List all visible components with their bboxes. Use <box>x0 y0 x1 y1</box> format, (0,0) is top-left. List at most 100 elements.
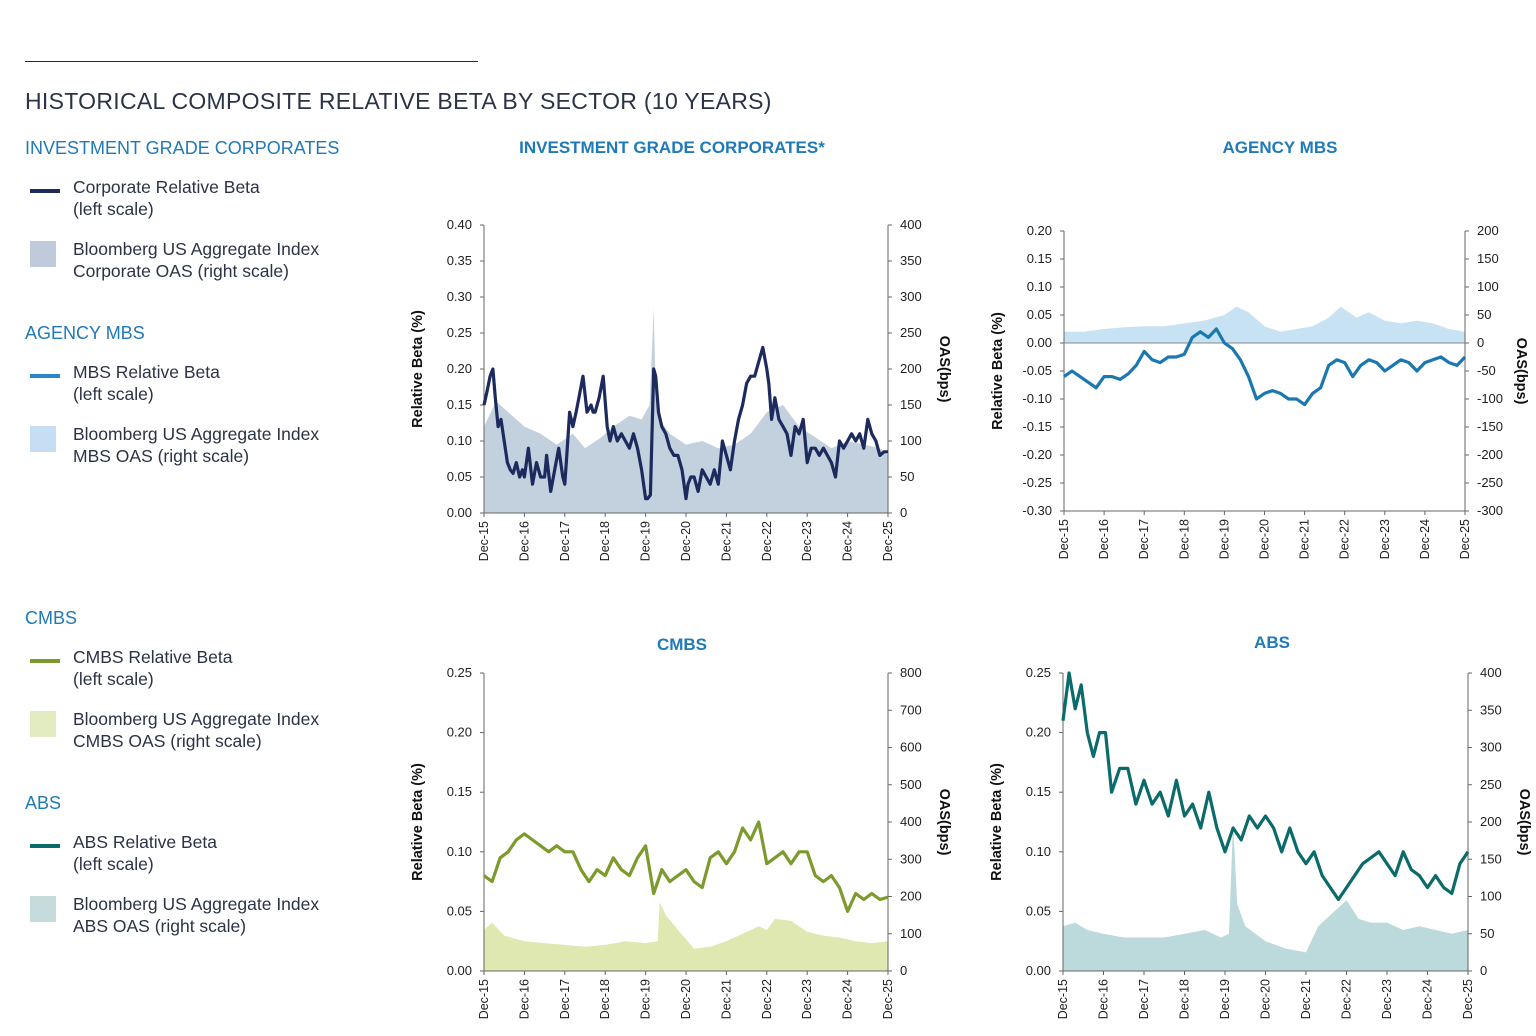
legend-area-swatch <box>30 426 56 452</box>
legend-label-sub: (left scale) <box>73 854 154 874</box>
legend-label: ABS Relative Beta <box>73 832 217 852</box>
x-tick-label: Dec-21 <box>1298 519 1312 559</box>
x-tick-label: Dec-25 <box>1458 519 1472 559</box>
x-tick-label: Dec-24 <box>841 979 855 1019</box>
beta-line <box>482 345 888 501</box>
oas-area <box>1063 822 1468 971</box>
right-tick-label: 600 <box>900 740 922 755</box>
chart-title-abs: ABS <box>1254 633 1290 652</box>
left-tick-label: 0.15 <box>1027 251 1052 266</box>
legend-heading-ig: INVESTMENT GRADE CORPORATES <box>25 138 340 158</box>
x-tick-label: Dec-22 <box>1340 979 1354 1019</box>
left-tick-label: 0.20 <box>1027 223 1052 238</box>
right-tick-label: 100 <box>900 926 922 941</box>
x-tick-label: Dec-16 <box>1097 979 1111 1019</box>
x-tick-label: Dec-24 <box>1418 519 1432 559</box>
legend-item-abs-beta: ABS Relative Beta (left scale) <box>28 832 368 881</box>
left-tick-label: 0.20 <box>1026 725 1051 740</box>
legend-label-sub: Corporate OAS (right scale) <box>73 261 289 281</box>
x-tick-label: Dec-19 <box>1218 979 1232 1019</box>
chart-2: 0.00 0.05 0.10 0.15 0.20 0.25 0 100 200 300 400 500… <box>410 665 952 1019</box>
right-tick-label: 250 <box>1480 777 1502 792</box>
legend-heading-mbs: AGENCY MBS <box>25 323 145 343</box>
x-tick-label: Dec-15 <box>477 979 491 1019</box>
legend-label-sub: (left scale) <box>73 669 154 689</box>
right-tick-label: 300 <box>900 289 922 304</box>
left-tick-label: 0.00 <box>447 505 472 520</box>
x-tick-label: Dec-23 <box>1380 979 1394 1019</box>
x-tick-label: Dec-15 <box>477 521 491 561</box>
beta-line <box>1063 327 1467 407</box>
left-tick-label: 0.25 <box>447 325 472 340</box>
legend-item-corporate-oas: Bloomberg US Aggregate Index Corporate OA… <box>28 239 368 288</box>
beta-line <box>1061 671 1470 902</box>
left-tick-label: 0.15 <box>447 397 472 412</box>
legend-item-mbs-oas: Bloomberg US Aggregate Index MBS OAS (rig… <box>28 424 368 473</box>
y2-axis-label: OAS(bps) <box>1516 789 1532 856</box>
right-tick-label: 50 <box>900 469 914 484</box>
right-tick-label: 250 <box>900 325 922 340</box>
x-tick-label: Dec-23 <box>1378 519 1392 559</box>
legend-line-swatch <box>30 374 60 378</box>
x-tick-label: Dec-22 <box>760 521 774 561</box>
x-tick-label: Dec-19 <box>1217 519 1231 559</box>
left-tick-label: 0.10 <box>1026 844 1051 859</box>
x-tick-label: Dec-25 <box>1461 979 1475 1019</box>
right-tick-label: 50 <box>1477 307 1491 322</box>
right-tick-label: 150 <box>1480 851 1502 866</box>
left-tick-label: 0.20 <box>447 361 472 376</box>
legend-item-mbs-beta: MBS Relative Beta (left scale) <box>28 362 368 411</box>
y-axis-label: Relative Beta (%) <box>989 763 1005 881</box>
legend-line-swatch <box>30 844 60 848</box>
legend-label-sub: (left scale) <box>73 384 154 404</box>
legend-label: Bloomberg US Aggregate Index <box>73 424 320 444</box>
x-tick-label: Dec-23 <box>800 521 814 561</box>
right-tick-label: -100 <box>1477 391 1503 406</box>
left-tick-label: -0.20 <box>1022 447 1052 462</box>
chart-title-cmbs: CMBS <box>656 635 708 654</box>
right-tick-label: 100 <box>1480 889 1502 904</box>
x-tick-label: Dec-24 <box>841 521 855 561</box>
title-rule <box>25 61 478 62</box>
left-tick-label: 0.30 <box>447 289 472 304</box>
left-tick-label: -0.05 <box>1022 363 1052 378</box>
x-tick-label: Dec-19 <box>639 521 653 561</box>
legend-label: MBS Relative Beta <box>73 362 220 382</box>
x-tick-label: Dec-20 <box>679 979 693 1019</box>
x-tick-label: Dec-23 <box>800 979 814 1019</box>
x-tick-label: Dec-20 <box>1258 519 1272 559</box>
legend-area-swatch <box>30 241 56 267</box>
x-tick-label: Dec-15 <box>1056 979 1070 1019</box>
right-tick-label: 700 <box>900 702 922 717</box>
right-tick-label: 200 <box>900 361 922 376</box>
right-tick-label: 50 <box>1480 926 1494 941</box>
legend-heading-cmbs: CMBS <box>25 608 78 628</box>
right-tick-label: 350 <box>900 253 922 268</box>
legend-line-swatch <box>30 659 60 663</box>
right-tick-label: 100 <box>1477 279 1499 294</box>
y-axis-label: Relative Beta (%) <box>410 310 426 428</box>
right-tick-label: -150 <box>1477 419 1503 434</box>
legend-label-sub: MBS OAS (right scale) <box>73 446 250 466</box>
right-tick-label: -200 <box>1477 447 1503 462</box>
x-tick-label: Dec-19 <box>639 979 653 1019</box>
right-tick-label: -250 <box>1477 475 1503 490</box>
legend-label: Bloomberg US Aggregate Index <box>73 894 320 914</box>
x-tick-label: Dec-22 <box>760 979 774 1019</box>
y-axis-label: Relative Beta (%) <box>410 763 426 881</box>
y2-axis-label: OAS(bps) <box>936 789 952 856</box>
x-tick-label: Dec-17 <box>558 521 572 561</box>
x-tick-label: Dec-24 <box>1421 979 1435 1019</box>
x-tick-label: Dec-18 <box>598 521 612 561</box>
left-tick-label: 0.00 <box>1027 335 1052 350</box>
x-tick-label: Dec-17 <box>1137 519 1151 559</box>
left-tick-label: 0.05 <box>1026 903 1051 918</box>
right-tick-label: 200 <box>1477 223 1499 238</box>
chart-title-ig: INVESTMENT GRADE CORPORATES* <box>519 138 825 157</box>
x-tick-label: Dec-21 <box>1299 979 1313 1019</box>
beta-line <box>483 820 889 913</box>
legend-label-sub: ABS OAS (right scale) <box>73 916 247 936</box>
chart-3: 0.00 0.05 0.10 0.15 0.20 0.25 0 50 100 150 200 250 3… <box>989 665 1532 1019</box>
right-tick-label: 0 <box>900 505 907 520</box>
legend-area-swatch <box>30 896 56 922</box>
